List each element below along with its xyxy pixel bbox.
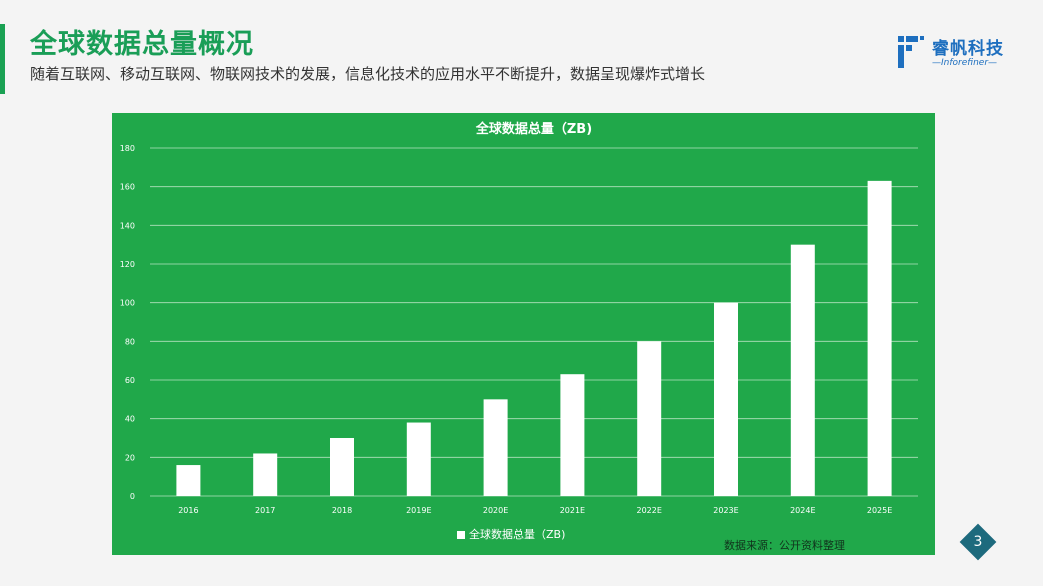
bar <box>176 465 201 496</box>
y-tick-label: 0 <box>130 492 135 501</box>
y-tick-label: 140 <box>120 221 135 230</box>
x-tick-label: 2021E <box>560 506 585 515</box>
y-tick-label: 20 <box>125 453 135 462</box>
x-tick-label: 2017 <box>255 506 275 515</box>
bar <box>637 341 662 496</box>
bar <box>867 180 892 496</box>
logo-mark-icon <box>898 36 924 68</box>
x-tick-label: 2023E <box>713 506 738 515</box>
page-number-badge: 3 <box>959 523 997 561</box>
x-tick-label: 2018 <box>332 506 352 515</box>
page-number: 3 <box>973 534 983 550</box>
y-tick-label: 120 <box>120 260 135 269</box>
x-tick-label: 2016 <box>178 506 198 515</box>
company-logo: 睿帆科技 —Inforefiner— <box>898 34 1028 74</box>
bar <box>330 438 354 496</box>
data-source-note: 数据来源：公开资料整理 <box>724 539 845 552</box>
bar <box>483 399 508 496</box>
y-tick-label: 160 <box>120 183 135 192</box>
page-subtitle: 随着互联网、移动互联网、物联网技术的发展，信息化技术的应用水平不断提升，数据呈现… <box>30 65 706 83</box>
y-tick-label: 100 <box>120 299 135 308</box>
legend-swatch <box>457 531 465 539</box>
chart-legend: 全球数据总量（ZB) <box>457 526 565 542</box>
logo-name: 睿帆科技 <box>932 39 1004 59</box>
bar <box>406 422 431 496</box>
y-tick-label: 40 <box>125 415 135 424</box>
x-tick-label: 2024E <box>790 506 815 515</box>
legend-label: 全球数据总量（ZB) <box>469 528 566 541</box>
x-tick-label: 2020E <box>483 506 508 515</box>
y-tick-label: 80 <box>125 337 135 346</box>
chart-title: 全球数据总量（ZB) <box>475 121 592 137</box>
x-tick-label: 2025E <box>867 506 892 515</box>
bar <box>560 374 585 496</box>
chart-panel: 全球数据总量（ZB) 0 20 40 60 80 100 120 140 160 180 2016 20… <box>112 113 935 555</box>
y-tick-label: 60 <box>125 376 135 385</box>
bar-chart: 全球数据总量（ZB) 0 20 40 60 80 100 120 140 160 180 2016 20… <box>120 121 918 515</box>
bar <box>790 244 815 496</box>
x-tick-label: 2019E <box>406 506 431 515</box>
page-title: 全球数据总量概况 <box>30 29 254 60</box>
title-accent-bar <box>0 24 5 94</box>
logo-tagline: —Inforefiner— <box>932 58 998 68</box>
x-tick-label: 2022E <box>636 506 661 515</box>
bar <box>714 302 738 496</box>
y-tick-label: 180 <box>120 144 135 153</box>
bar <box>253 453 278 496</box>
